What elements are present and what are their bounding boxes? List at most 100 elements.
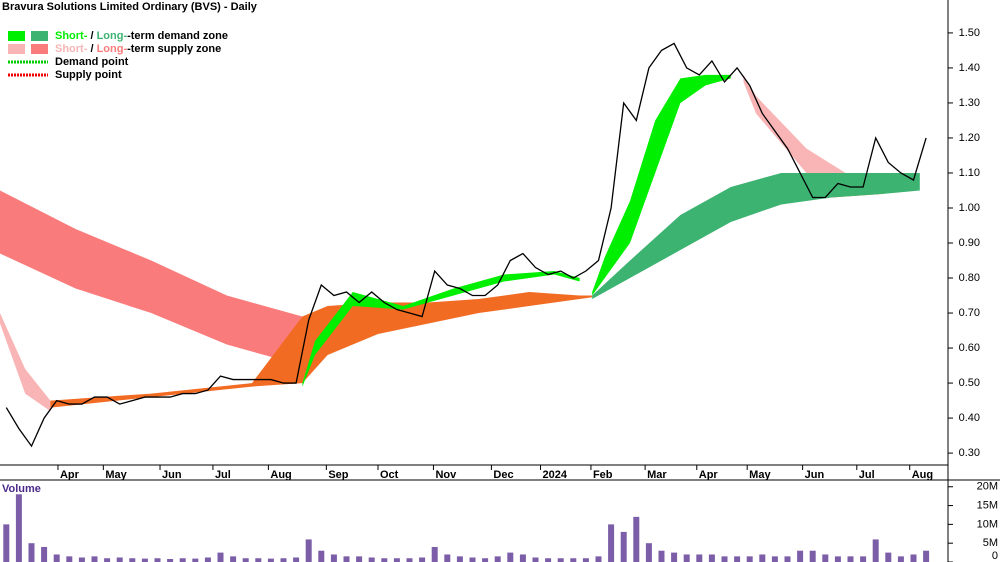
volume-bar — [897, 556, 904, 562]
zone — [592, 172, 920, 300]
y-tick-label: 0 — [992, 550, 998, 562]
volume-bar — [305, 539, 312, 562]
legend-swatch — [8, 44, 25, 54]
chart-title: Bravura Solutions Limited Ordinary (BVS)… — [2, 1, 258, 13]
y-tick-label: 0.80 — [959, 272, 980, 284]
x-tick-label: May — [105, 469, 127, 481]
y-tick-label: 1.40 — [959, 62, 980, 74]
volume-bar — [204, 557, 211, 562]
volume-bar — [116, 557, 123, 562]
zone — [50, 292, 593, 408]
volume-bar — [658, 550, 665, 562]
volume-bar — [129, 558, 136, 562]
volume-bar — [469, 557, 476, 562]
volume-bar — [28, 543, 35, 562]
legend-text: Long- — [97, 43, 128, 55]
legend-text: Long- — [97, 30, 128, 42]
volume-bar — [721, 556, 728, 562]
volume-bar — [734, 556, 741, 562]
volume-bar — [368, 557, 375, 562]
volume-bar — [923, 550, 930, 562]
volume-bar — [633, 516, 640, 562]
volume-bar — [3, 524, 10, 562]
y-tick-label: 0.60 — [959, 342, 980, 354]
x-tick-label: Oct — [380, 469, 399, 481]
y-tick-label: 1.30 — [959, 97, 980, 109]
x-tick-label: Apr — [699, 469, 719, 481]
volume-bar — [860, 556, 867, 562]
volume-bar — [393, 558, 400, 562]
zones — [0, 74, 920, 412]
legend-text: / — [87, 43, 96, 55]
volume-bar — [330, 554, 337, 562]
legend-text: Demand point — [55, 56, 129, 68]
volume-bar — [53, 554, 60, 562]
volume-bar — [356, 556, 363, 562]
zone — [592, 74, 731, 296]
volume-bar — [293, 557, 300, 562]
volume-bar — [910, 554, 917, 562]
volume-bar — [318, 550, 325, 562]
volume-bar — [507, 552, 514, 562]
y-tick-label: 10M — [977, 518, 998, 530]
volume-bar — [696, 554, 703, 562]
volume-bar — [620, 531, 627, 562]
volume-bar — [608, 524, 615, 562]
y-tick-label: 0.50 — [959, 377, 980, 389]
legend-text: -term demand zone — [127, 30, 228, 42]
legend-text: -term supply zone — [127, 43, 221, 55]
volume-bar — [267, 558, 274, 562]
x-tick-label: Aug — [270, 469, 291, 481]
volume-bar — [545, 558, 552, 562]
marks: 0.30 0.40 0.50 0.60 0.70 0.80 0.90 1.00 1.10 1.20… — [3, 27, 998, 562]
volume-bar — [343, 556, 350, 562]
volume-bar — [456, 556, 463, 562]
volume-bar — [104, 558, 111, 562]
legend-swatch — [31, 44, 48, 54]
volume-bar — [381, 558, 388, 562]
volume-bar — [431, 546, 438, 562]
zone — [0, 313, 51, 412]
volume-bar — [595, 556, 602, 562]
volume-bar — [230, 556, 237, 562]
y-tick-label: 1.10 — [959, 167, 980, 179]
volume-bar — [683, 554, 690, 562]
volume-bar — [406, 558, 413, 562]
price-line — [5, 42, 927, 448]
volume-bar — [582, 558, 589, 562]
legend-swatch — [31, 31, 48, 41]
volume-bar — [847, 556, 854, 562]
y-tick-label: 0.30 — [959, 447, 980, 459]
volume-bar — [759, 554, 766, 562]
volume-bar — [708, 554, 715, 562]
zone — [302, 271, 580, 387]
volume-bar — [784, 556, 791, 562]
legend-label: Short- / Long--term demand zone — [55, 30, 228, 42]
volume-bar — [179, 558, 186, 562]
volume-bar — [834, 556, 841, 562]
x-tick-label: 2024 — [543, 469, 568, 481]
volume-bar — [797, 550, 804, 562]
volume-bar — [444, 554, 451, 562]
legend-label: Short- / Long--term supply zone — [55, 43, 221, 55]
x-tick-label: Apr — [60, 469, 80, 481]
legend-text: Short- — [55, 43, 88, 55]
x-tick-label: Mar — [647, 469, 667, 481]
legend-swatch — [8, 31, 25, 41]
volume-bar — [519, 554, 526, 562]
legend-label: Demand point — [55, 56, 129, 68]
y-tick-label: 1.00 — [959, 202, 980, 214]
x-tick-label: Aug — [912, 469, 933, 481]
volume-bar — [872, 539, 879, 562]
volume-bar — [141, 558, 148, 562]
volume-bar — [242, 558, 249, 562]
x-tick-label: Jun — [805, 469, 825, 481]
volume-bar — [570, 558, 577, 562]
volume-bar — [494, 556, 501, 562]
x-tick-label: Jul — [859, 469, 875, 481]
volume-bar — [419, 557, 426, 562]
x-tick-label: May — [749, 469, 771, 481]
volume-bar — [746, 556, 753, 562]
volume-title: Volume — [2, 483, 41, 495]
